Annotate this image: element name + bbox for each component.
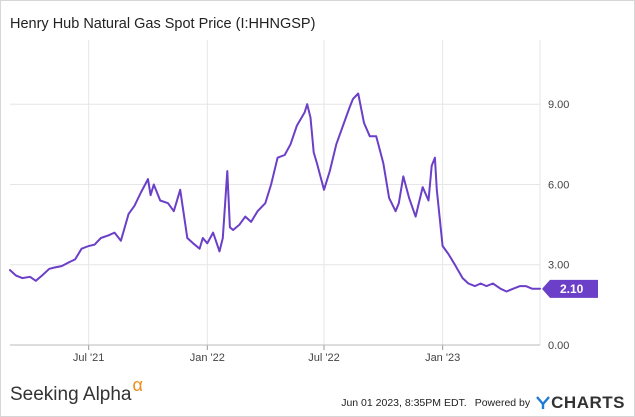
- series-line-hhngsp: [9, 92, 541, 293]
- footer-credits: Jun 01 2023, 8:35PM EDT. Powered by CHAR…: [341, 393, 625, 413]
- x-axis: Jul '21 Jan '22 Jul '22 Jan '23: [10, 344, 540, 364]
- line-chart: Jul '21 Jan '22 Jul '22 Jan '23 0.00 3.00 6.0…: [9, 40, 598, 364]
- brand-name: Seeking Alpha: [10, 384, 132, 405]
- powered-by-text: Powered by: [474, 397, 531, 409]
- y-tick-label: 9.00: [548, 99, 569, 111]
- x-tick-label: Jan '23: [425, 352, 460, 364]
- ycharts-y-icon: [536, 396, 551, 409]
- last-value-badge: 2.10: [542, 279, 598, 298]
- y-tick-label: 3.00: [548, 260, 569, 272]
- seeking-alpha-logo: Seeking Alphaα: [10, 375, 143, 406]
- x-tick-label: Jan '22: [190, 352, 225, 364]
- ycharts-logo: CHARTS: [536, 393, 625, 413]
- x-tick-label: Jul '22: [308, 352, 339, 364]
- y-tick-label: 6.00: [548, 179, 569, 191]
- chart-title: Henry Hub Natural Gas Spot Price (I:HHNG…: [10, 16, 316, 32]
- timestamp: Jun 01 2023, 8:35PM EDT.: [341, 397, 467, 409]
- ycharts-wordmark: CHARTS: [551, 393, 625, 412]
- alpha-mark-icon: α: [132, 375, 143, 395]
- y-tick-label: 0.00: [548, 340, 569, 352]
- grid-lines: [10, 40, 541, 346]
- last-value-label: 2.10: [560, 282, 584, 296]
- x-tick-label: Jul '21: [73, 352, 104, 364]
- y-axis: 0.00 3.00 6.00 9.00: [548, 99, 569, 352]
- last-value-badge-shape: [542, 279, 598, 298]
